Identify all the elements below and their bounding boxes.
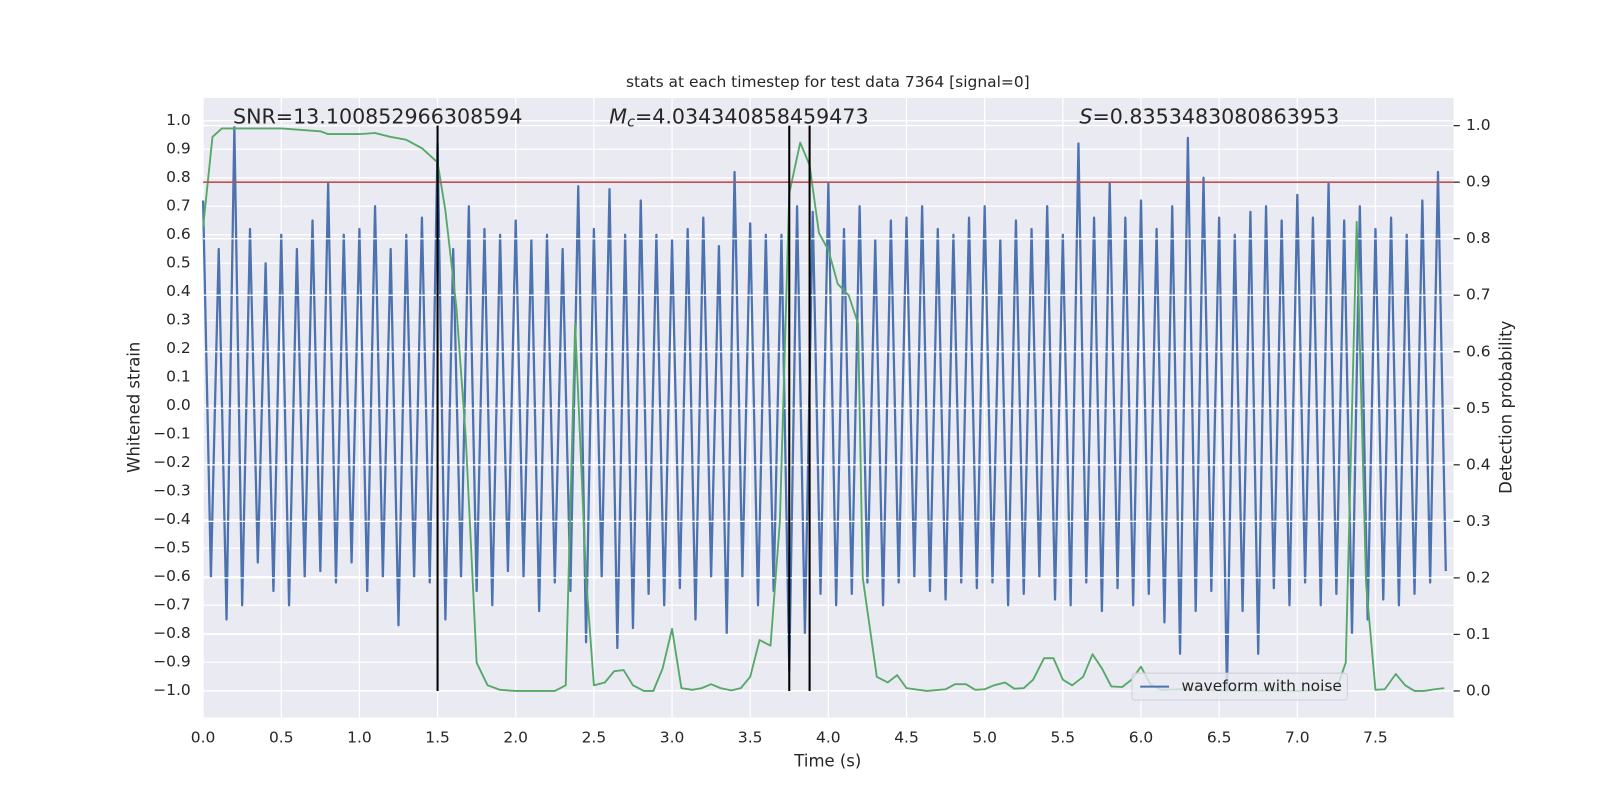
y2-tick-label: 0.3 xyxy=(1466,512,1491,530)
annotation-text: =4.034340858459473 xyxy=(635,105,869,129)
x-tick-label: 1.0 xyxy=(347,729,372,747)
annotation: Mc=4.034340858459473 xyxy=(609,105,868,131)
y2-tick-label: 0.1 xyxy=(1466,625,1491,643)
y2-axis-label: Detection probability xyxy=(1497,320,1516,494)
x-tick-label: 7.5 xyxy=(1363,729,1388,747)
annotation-subscript: c xyxy=(627,115,635,131)
annotation: S=0.8353483080863953 xyxy=(1079,105,1339,129)
x-tick-label: 4.0 xyxy=(816,729,841,747)
y-tick-label: 0.1 xyxy=(166,368,191,386)
series-line xyxy=(201,125,1447,692)
y-tick-label: 0.8 xyxy=(166,168,191,186)
y-tick-label: −0.6 xyxy=(153,567,191,585)
x-axis-label: Time (s) xyxy=(793,751,861,770)
x-tick-label: 3.0 xyxy=(660,729,685,747)
y2-tick-label: 0.9 xyxy=(1466,173,1491,191)
annotation-symbol: M xyxy=(609,105,627,129)
y-tick-label: 0.4 xyxy=(166,282,191,300)
y-tick-label: −0.8 xyxy=(153,624,191,642)
y-tick-label: −0.1 xyxy=(153,425,191,443)
x-tick-label: 4.5 xyxy=(894,729,919,747)
y-tick-label: −1.0 xyxy=(153,681,191,699)
y-axis-label: Whitened strain xyxy=(125,342,144,473)
y2-tick-label: 0.7 xyxy=(1466,286,1491,304)
annotation: SNR=13.100852966308594 xyxy=(233,105,523,129)
y-tick-label: 0.2 xyxy=(166,339,191,357)
y-tick-label: 0.9 xyxy=(166,140,191,158)
y2-tick-label: 0.8 xyxy=(1466,229,1491,247)
y-tick-label: 0.0 xyxy=(166,396,191,414)
y-tick-label: −0.9 xyxy=(153,653,191,671)
y-tick-label: −0.7 xyxy=(153,596,191,614)
x-tick-label: 5.0 xyxy=(972,729,997,747)
x-tick-label: 6.0 xyxy=(1129,729,1154,747)
x-tick-label: 2.0 xyxy=(503,729,528,747)
x-tick-label: 0.5 xyxy=(269,729,294,747)
x-tick-label: 6.5 xyxy=(1207,729,1232,747)
y2-tick-label: 0.2 xyxy=(1466,568,1491,586)
chart-title: stats at each timestep for test data 736… xyxy=(626,73,1030,91)
y-tick-label: −0.5 xyxy=(153,539,191,557)
annotation-text: SNR=13.100852966308594 xyxy=(233,105,523,129)
y-tick-label: −0.3 xyxy=(153,482,191,500)
y-tick-label: −0.4 xyxy=(153,510,191,528)
x-tick-label: 5.5 xyxy=(1051,729,1076,747)
y-tick-label: 0.5 xyxy=(166,254,191,272)
x-tick-label: 3.5 xyxy=(738,729,763,747)
y-tick-label: 0.7 xyxy=(166,197,191,215)
y2-tick-label: 1.0 xyxy=(1466,116,1491,134)
y2-tick-label: 0.4 xyxy=(1466,455,1491,473)
y2-tick-label: 0.5 xyxy=(1466,399,1491,417)
y-tick-label: 1.0 xyxy=(166,111,191,129)
y2-tick-label: 0.6 xyxy=(1466,342,1491,360)
y-tick-label: −0.2 xyxy=(153,453,191,471)
annotation-symbol: S xyxy=(1079,105,1092,129)
x-tick-label: 0.0 xyxy=(191,729,216,747)
legend-label: waveform with noise xyxy=(1181,677,1342,695)
legend-box xyxy=(1131,672,1348,701)
y-tick-label: 0.6 xyxy=(166,225,191,243)
y2-tick-label: 0.0 xyxy=(1466,681,1491,699)
annotation-text: =0.8353483080863953 xyxy=(1092,105,1339,129)
x-tick-label: 1.5 xyxy=(425,729,450,747)
x-tick-label: 7.0 xyxy=(1285,729,1310,747)
y-tick-label: 0.3 xyxy=(166,311,191,329)
x-tick-label: 2.5 xyxy=(582,729,607,747)
